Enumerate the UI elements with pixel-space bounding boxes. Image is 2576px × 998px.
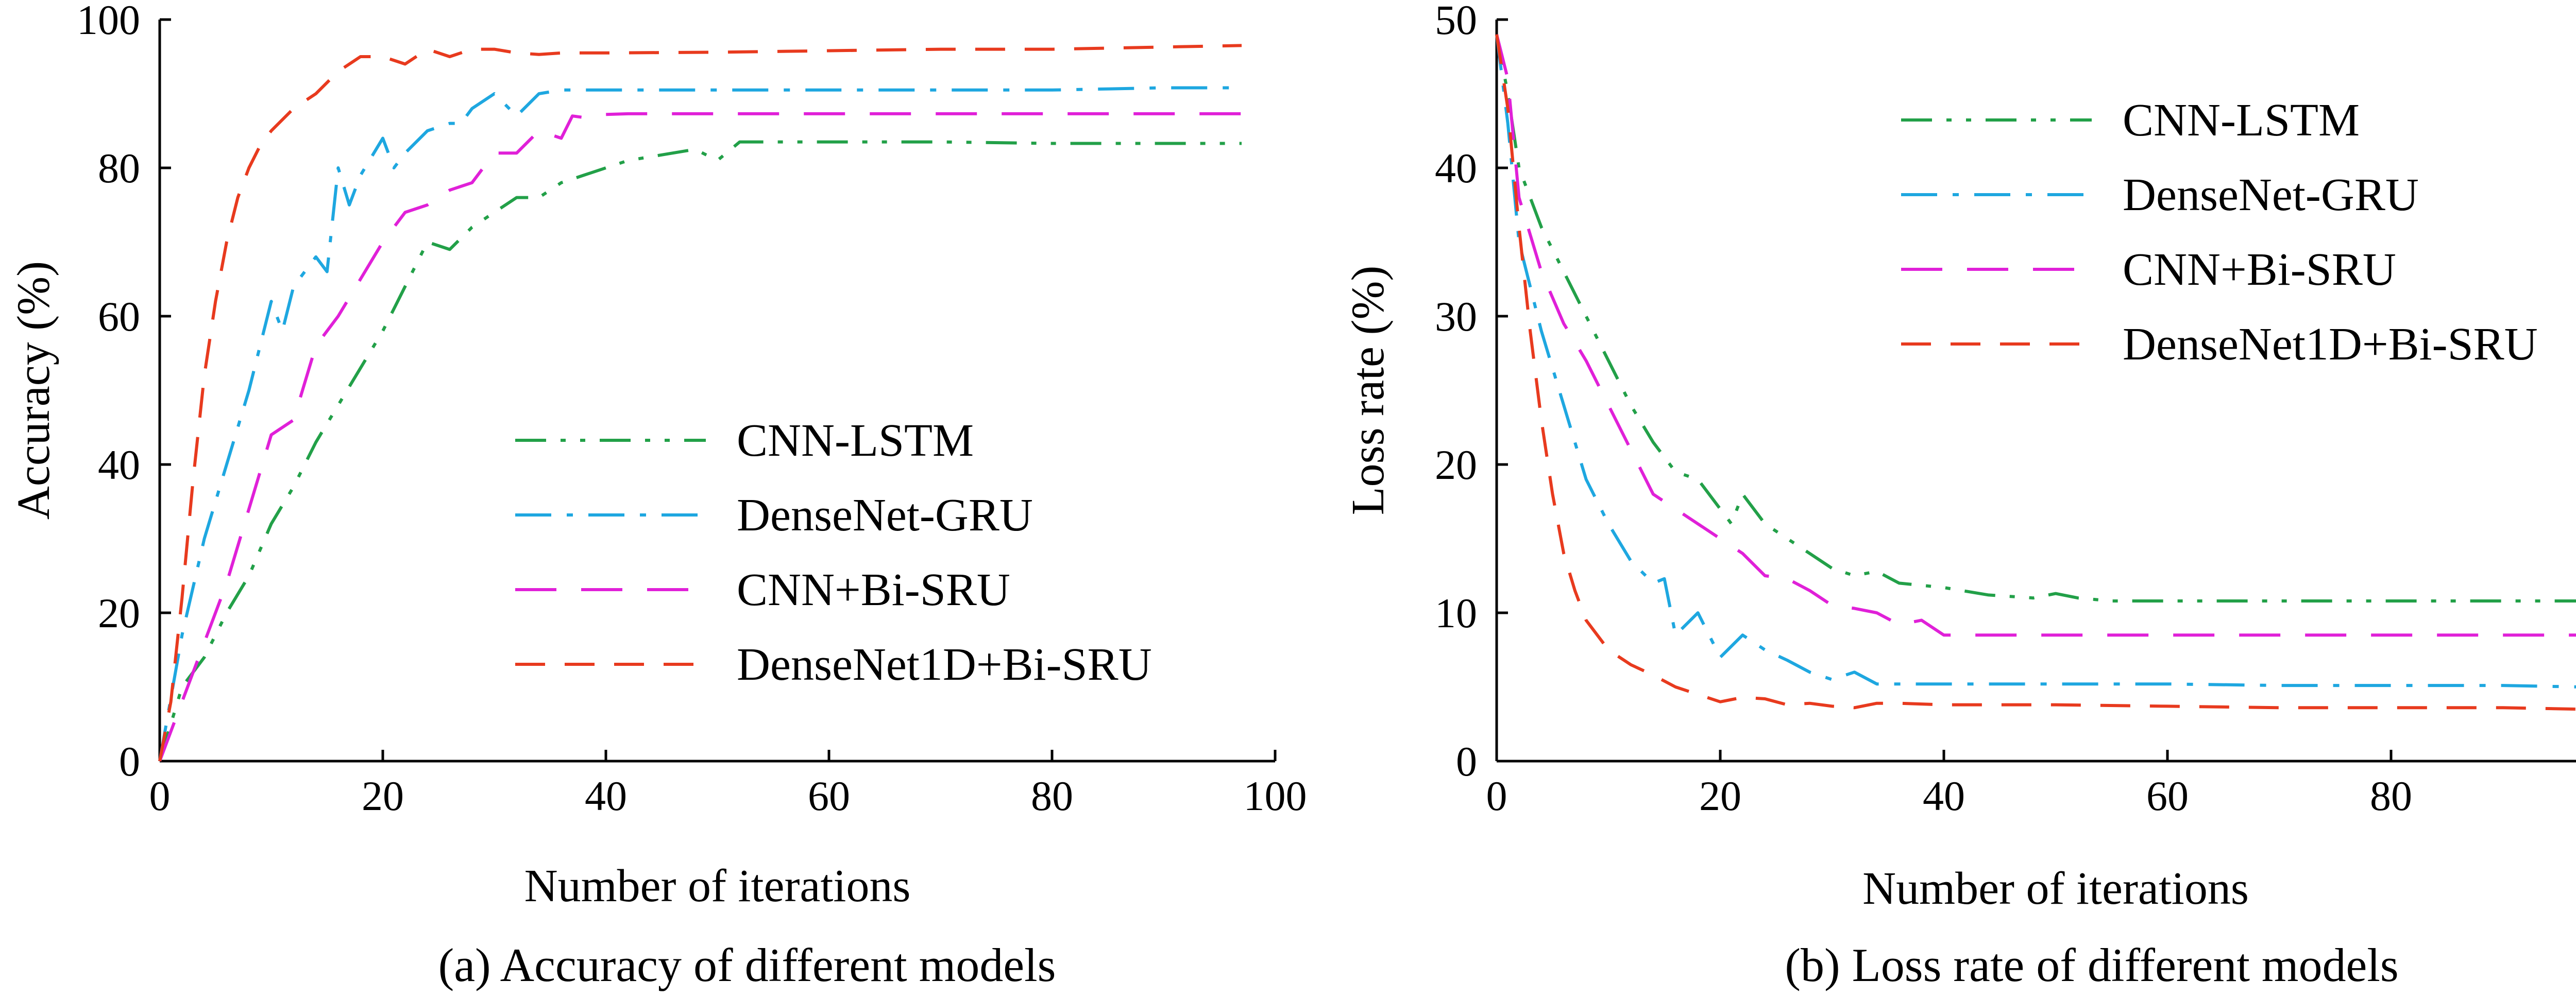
chart-caption: (b) Loss rate of different models [1785, 939, 2398, 991]
y-tick-label: 60 [98, 293, 140, 340]
accuracy-chart: 0 20 40 60 80 100 0 20 40 60 80 100 Number of iterat… [8, 0, 1307, 991]
legend-label: CNN+Bi-SRU [2123, 244, 2396, 295]
x-tick-label: 80 [1031, 772, 1073, 819]
x-tick-label: 60 [2146, 772, 2189, 819]
x-tick-label: 20 [1699, 772, 1741, 819]
y-tick-label: 100 [77, 0, 140, 43]
loss-rate-chart: 02040608010001020304050Number of iterati… [1343, 0, 2576, 991]
series-line-densenet1d-bi-sru [1495, 34, 2576, 711]
y-axis-label: Loss rate (%) [1343, 266, 1394, 515]
x-tick-label: 0 [1486, 772, 1507, 819]
y-tick-label: 80 [98, 145, 140, 192]
x-tick-label: 40 [1923, 772, 1965, 819]
legend-label: CNN-LSTM [737, 415, 974, 466]
y-tick-label: 40 [98, 441, 140, 488]
series-line-densenet-gru [1495, 34, 2576, 689]
legend-label: DenseNet1D+Bi-SRU [737, 639, 1152, 690]
series-line-cnn-bi-sru [158, 112, 1242, 762]
x-tick-label: 40 [585, 772, 627, 819]
y-tick-label: 20 [1435, 441, 1477, 488]
x-axis-label: Number of iterations [1862, 863, 2249, 914]
y-tick-label: 0 [119, 738, 140, 785]
series-line-densenet1d-bi-sru [158, 44, 1242, 762]
y-tick-label: 20 [98, 590, 140, 636]
y-axis-label: Accuracy (%) [8, 261, 59, 520]
legend-label: CNN+Bi-SRU [737, 564, 1010, 615]
x-tick-label: 60 [808, 772, 850, 819]
legend-label: DenseNet-GRU [2123, 169, 2419, 220]
legend-label: DenseNet1D+Bi-SRU [2123, 319, 2538, 370]
y-tick-label: 50 [1435, 0, 1477, 43]
x-tick-label: 0 [149, 772, 171, 819]
legend-label: CNN-LSTM [2123, 95, 2360, 146]
series-line-cnn-lstm [1495, 34, 2576, 603]
x-tick-label: 80 [2370, 772, 2412, 819]
series-line-cnn-lstm [158, 140, 1242, 762]
x-tick-label: 20 [362, 772, 404, 819]
x-tick-label: 100 [1244, 772, 1307, 819]
y-tick-label: 0 [1456, 738, 1477, 785]
x-axis-label: Number of iterations [524, 861, 911, 911]
series-line-densenet-gru [158, 86, 1242, 762]
chart-caption: (a) Accuracy of different models [438, 939, 1056, 991]
legend-label: DenseNet-GRU [737, 490, 1033, 541]
y-tick-label: 30 [1435, 293, 1477, 340]
y-tick-label: 10 [1435, 590, 1477, 636]
y-tick-label: 40 [1435, 145, 1477, 192]
